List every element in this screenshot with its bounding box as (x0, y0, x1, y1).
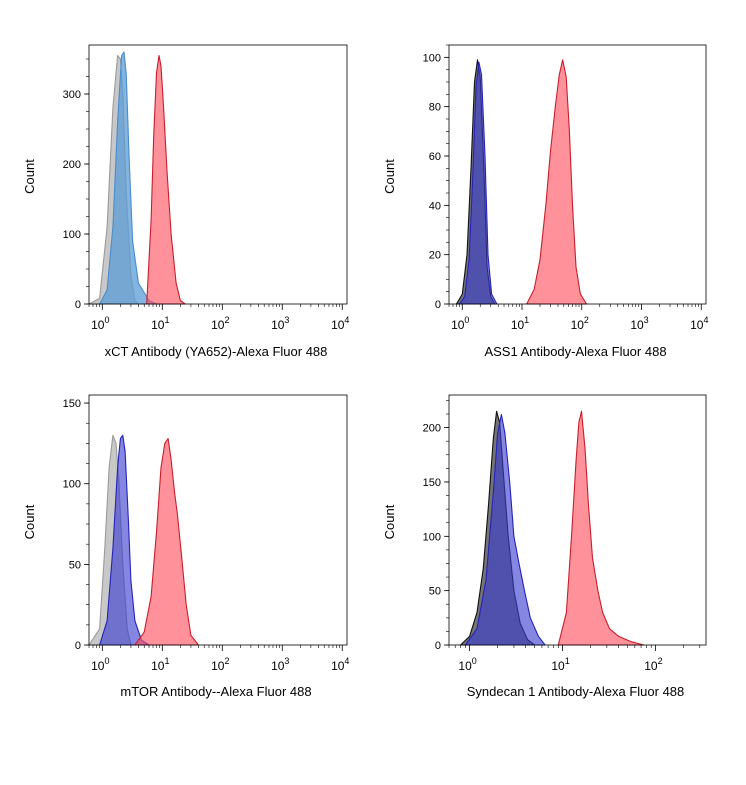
x-tick-label: 100 (91, 656, 109, 673)
histogram-panel-syndecan1: 0 50 100 150 200 100 101 102 Count Syndecan 1 Ant… (382, 394, 707, 699)
x-axis-label: xCT Antibody (YA652)-Alexa Fluor 488 (105, 344, 328, 359)
y-axis-label: Count (22, 504, 37, 539)
y-tick-label: 60 (429, 151, 441, 163)
y-tick-label: 0 (75, 299, 81, 311)
x-tick-label: 102 (571, 315, 589, 332)
y-tick-label: 200 (423, 423, 441, 435)
y-axis-label: Count (382, 159, 397, 194)
x-tick-label: 101 (151, 315, 169, 332)
x-tick-label: 100 (451, 315, 469, 332)
x-tick-label: 100 (91, 315, 109, 332)
plot-frame (448, 394, 707, 646)
y-tick-label: 0 (435, 299, 441, 311)
y-tick-label: 50 (69, 559, 81, 571)
y-tick-label: 100 (63, 229, 81, 241)
x-tick-label: 100 (458, 656, 476, 673)
plot-frame (448, 44, 707, 305)
histogram-series-sample (526, 59, 588, 305)
x-tick-label: 103 (271, 656, 289, 673)
x-axis-label: Syndecan 1 Antibody-Alexa Fluor 488 (467, 684, 685, 699)
x-tick-label: 103 (271, 315, 289, 332)
x-tick-label: 102 (644, 656, 662, 673)
x-tick-label: 101 (151, 656, 169, 673)
x-tick-label: 102 (211, 315, 229, 332)
histogram-series-sample (557, 410, 645, 646)
x-tick-label: 102 (211, 656, 229, 673)
y-tick-label: 150 (423, 477, 441, 489)
histogram-panel-xct: 0 100 200 300 100 101 102 103 104 Count xCT Antibo… (22, 44, 349, 359)
y-tick-label: 80 (429, 102, 441, 114)
y-tick-label: 20 (429, 250, 441, 262)
histogram-series-sample (146, 54, 186, 305)
histogram-series-sample (134, 437, 199, 646)
x-tick-label: 104 (331, 656, 349, 673)
histogram-series-isotype_blue (464, 414, 546, 646)
x-tick-label: 104 (331, 315, 349, 332)
y-tick-label: 50 (429, 586, 441, 598)
y-tick-label: 100 (63, 479, 81, 491)
y-axis-label: Count (22, 159, 37, 194)
y-tick-label: 300 (63, 89, 81, 101)
histogram-panel-ass1: 0 20 40 60 80 100 100 101 102 103 104 Count ASS1 Ant… (382, 44, 708, 359)
y-tick-label: 0 (75, 640, 81, 652)
y-tick-label: 150 (63, 398, 81, 410)
x-axis-label: mTOR Antibody--Alexa Fluor 488 (120, 684, 311, 699)
y-tick-label: 200 (63, 159, 81, 171)
plot-frame (88, 394, 348, 646)
x-axis-label: ASS1 Antibody-Alexa Fluor 488 (484, 344, 666, 359)
y-tick-label: 100 (423, 531, 441, 543)
x-tick-label: 101 (511, 315, 529, 332)
histogram-series-isotype_blue (458, 61, 498, 305)
histogram-panel-mtor: 0 50 100 150 100 101 102 103 104 Count mTOR Antibo… (22, 394, 349, 699)
x-tick-label: 104 (690, 315, 708, 332)
y-tick-label: 40 (429, 200, 441, 212)
y-tick-label: 0 (435, 640, 441, 652)
y-tick-label: 100 (423, 52, 441, 64)
x-tick-label: 103 (630, 315, 648, 332)
y-axis-label: Count (382, 504, 397, 539)
plot-frame (88, 44, 348, 305)
x-tick-label: 101 (551, 656, 569, 673)
